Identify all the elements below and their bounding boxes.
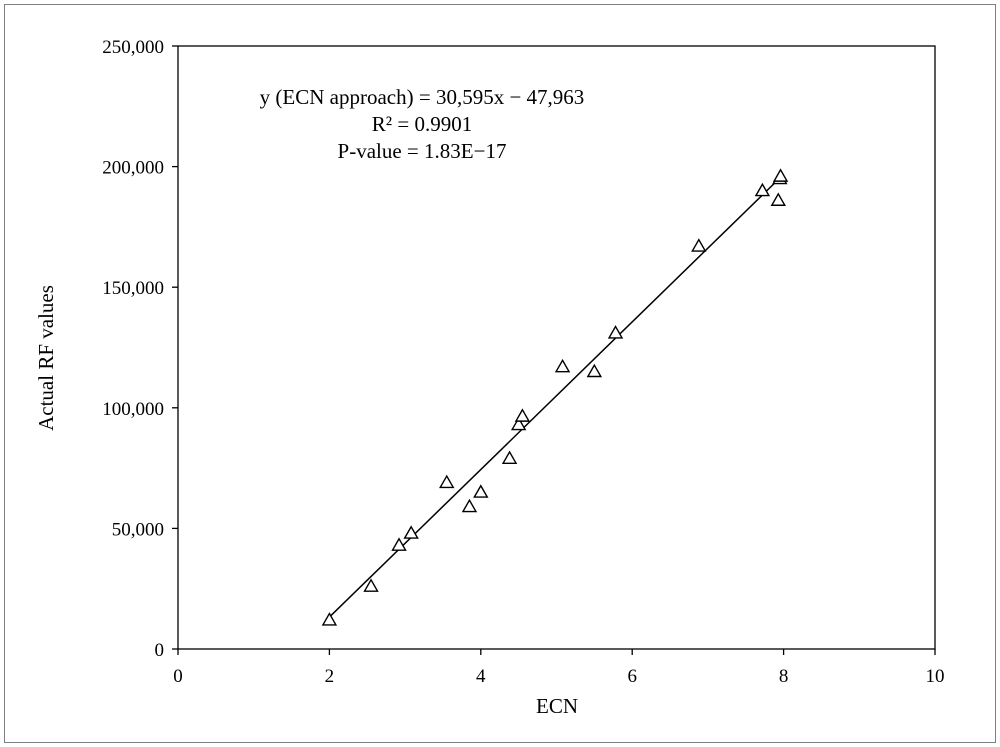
y-axis-title: Actual RF values: [34, 285, 58, 431]
data-point-triangle: [691, 238, 707, 252]
data-point-triangle: [586, 363, 603, 378]
y-tick-label: 150,000: [102, 278, 164, 299]
x-tick-label: 0: [173, 666, 183, 687]
p-value-label: P-value = 1.83E−17: [338, 139, 507, 163]
x-tick-label: 2: [325, 666, 335, 687]
data-point-triangle: [391, 537, 407, 551]
x-tick-label: 10: [926, 666, 945, 687]
x-axis-title: ECN: [536, 694, 578, 718]
trend-line: [328, 176, 782, 618]
y-tick-label: 50,000: [112, 519, 164, 540]
data-point-triangle: [321, 612, 338, 626]
data-point-triangle: [510, 416, 527, 431]
data-point-triangle: [607, 325, 624, 339]
equation-label: y (ECN approach) = 30,595x − 47,963: [260, 85, 585, 109]
data-point-triangle: [439, 474, 455, 489]
r-squared-label: R² = 0.9901: [372, 112, 472, 136]
chart-frame: [4, 4, 996, 743]
data-point-triangle: [554, 358, 571, 373]
y-tick-label: 100,000: [102, 399, 164, 420]
y-tick-label: 250,000: [102, 37, 164, 58]
data-point-triangle: [461, 498, 478, 513]
data-point-triangle: [772, 168, 789, 182]
y-tick-label: 200,000: [102, 158, 164, 179]
data-point-triangle: [501, 450, 518, 465]
data-point-triangle: [754, 182, 771, 197]
x-tick-label: 4: [476, 666, 486, 687]
data-point-triangle: [514, 408, 531, 422]
data-point-triangle: [403, 525, 419, 539]
data-points: [321, 168, 789, 626]
data-point-triangle: [770, 192, 787, 206]
plot-area: [177, 45, 936, 650]
x-tick-label: 8: [779, 666, 789, 687]
y-axis: 0 50,000 100,000 150,000 200,000 250,000: [102, 37, 178, 661]
y-tick-label: 0: [155, 640, 165, 661]
x-axis: 0 2 4 6 8 10: [173, 649, 945, 687]
data-point-triangle: [363, 578, 379, 592]
x-tick-label: 6: [627, 666, 637, 687]
data-point-triangle: [473, 484, 489, 498]
